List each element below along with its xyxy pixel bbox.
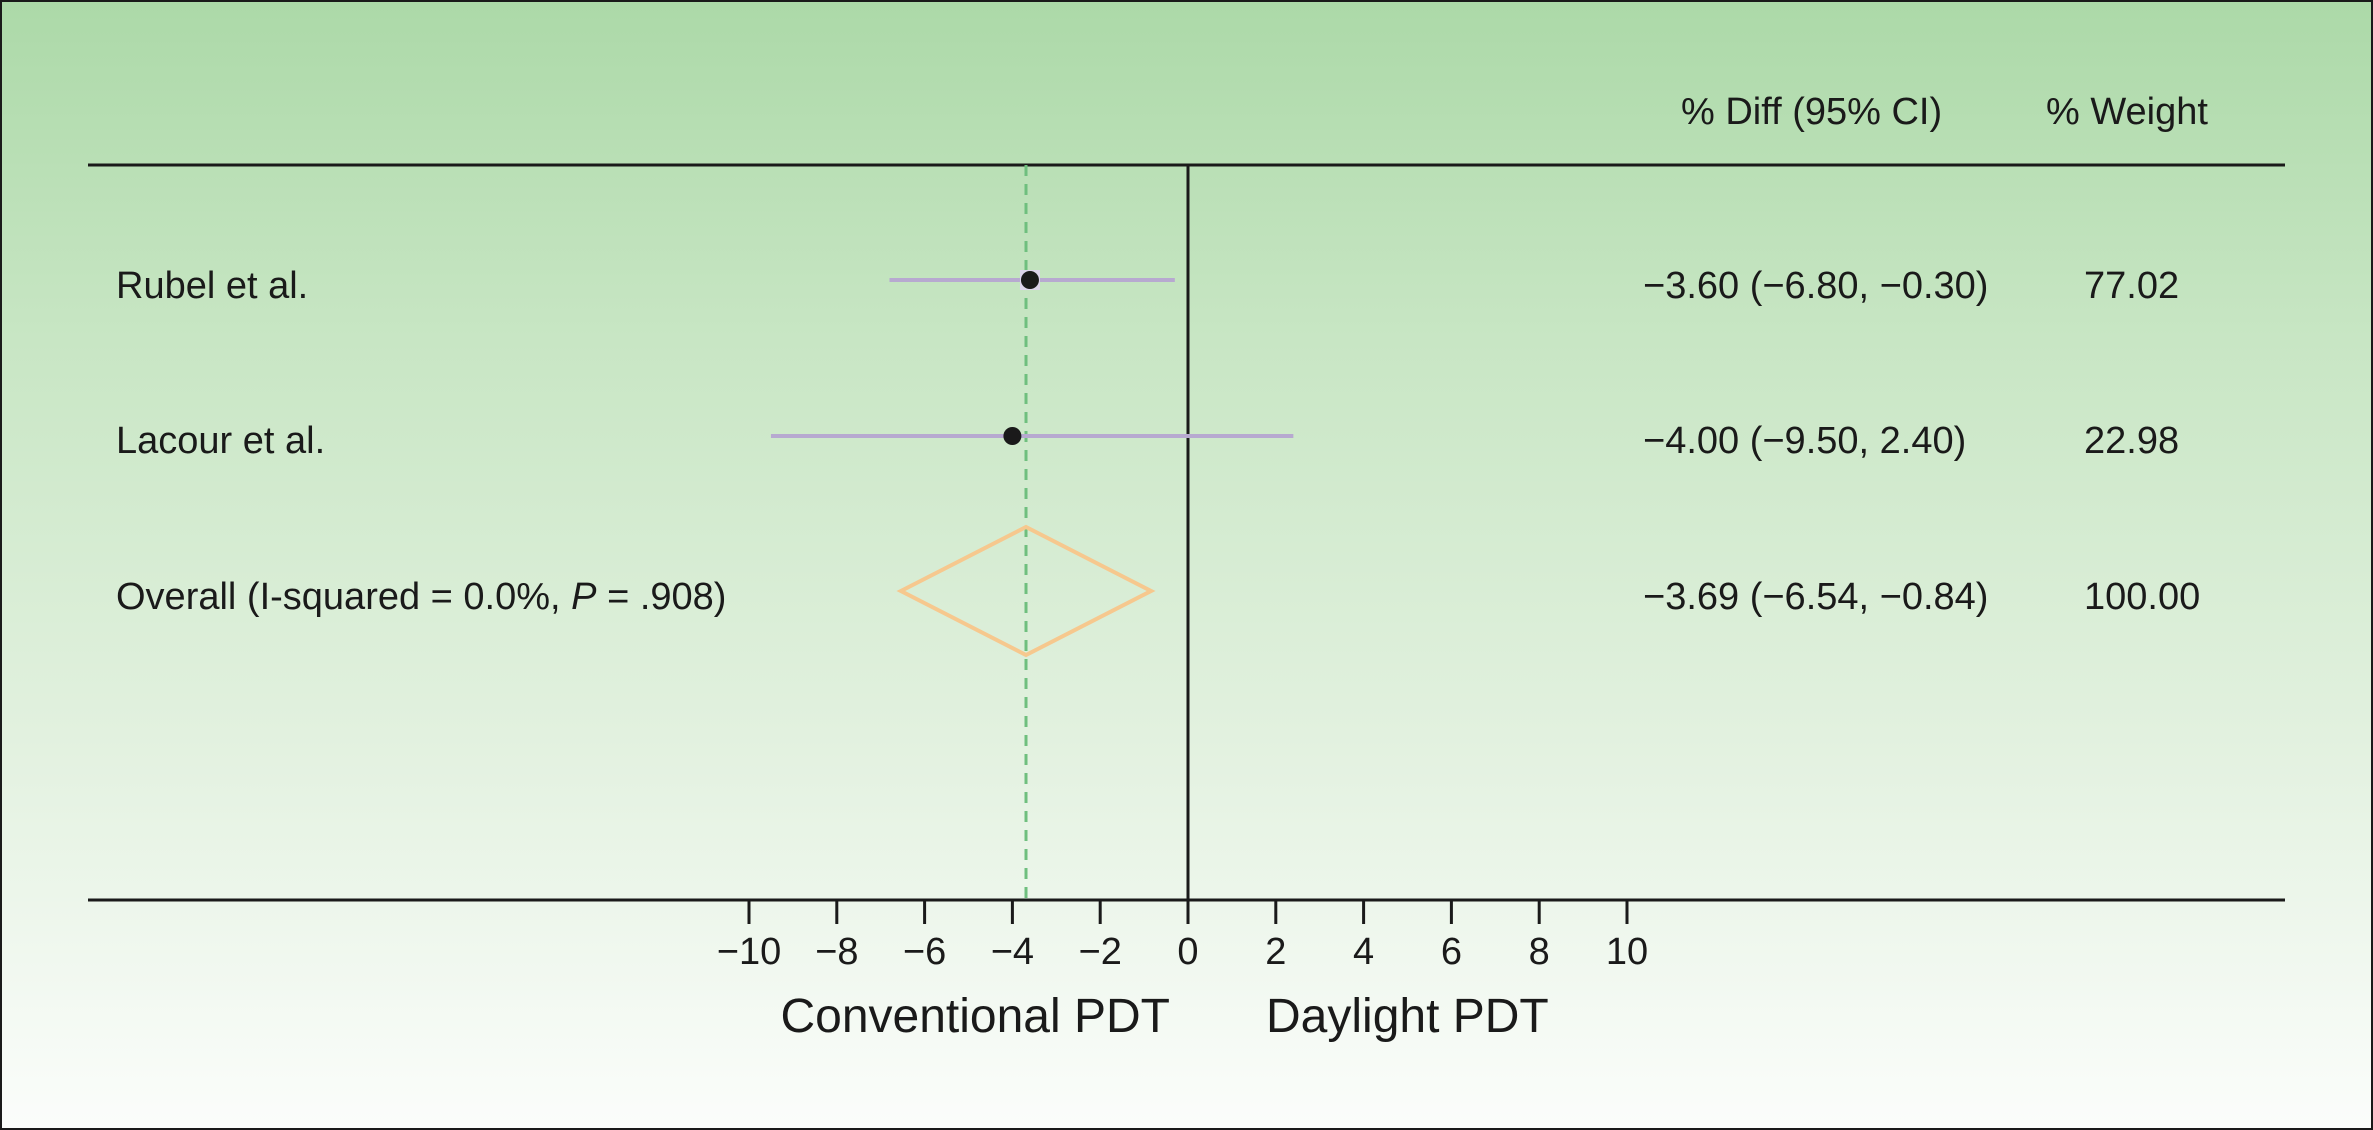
- x-tick-label: −4: [991, 931, 1034, 973]
- x-axis-ticks: −10 −8 −6 −4 −2 0 2 4 6 8 10: [717, 900, 1648, 973]
- x-axis-right-label: Daylight PDT: [1266, 990, 1549, 1043]
- overall-label: Overall (I-squared = 0.0%, P = .908): [116, 576, 726, 618]
- x-tick-label: 4: [1353, 931, 1374, 973]
- x-tick-label: 6: [1441, 931, 1462, 973]
- overall-weight-value: 100.00: [2084, 576, 2200, 618]
- point-estimate-marker: [1020, 271, 1039, 289]
- overall-diamond: [896, 524, 1156, 658]
- x-tick-label: 0: [1177, 931, 1198, 973]
- weight-column-header: % Weight: [2046, 91, 2208, 133]
- study-row-rubel: Rubel et al. −3.60 (−6.80, −0.30) 77.02: [116, 265, 2179, 307]
- weight-value: 77.02: [2084, 265, 2179, 307]
- x-tick-label: 10: [1606, 931, 1648, 973]
- x-tick-label: −6: [903, 931, 946, 973]
- overall-diff-ci-value: −3.69 (−6.54, −0.84): [1643, 576, 1988, 618]
- diff-ci-value: −4.00 (−9.50, 2.40): [1643, 420, 1966, 462]
- study-row-lacour: Lacour et al. −4.00 (−9.50, 2.40) 22.98: [116, 420, 2179, 462]
- diff-ci-value: −3.60 (−6.80, −0.30): [1643, 265, 1988, 307]
- x-tick-label: 2: [1265, 931, 1286, 973]
- diff-column-header: % Diff (95% CI): [1681, 91, 1942, 133]
- x-tick-label: −2: [1079, 931, 1122, 973]
- x-tick-label: −8: [815, 931, 858, 973]
- x-tick-label: −10: [717, 931, 781, 973]
- study-label: Rubel et al.: [116, 265, 308, 307]
- study-label: Lacour et al.: [116, 420, 325, 462]
- overall-row: Overall (I-squared = 0.0%, P = .908) −3.…: [116, 524, 2200, 658]
- point-estimate-marker: [1003, 427, 1022, 445]
- x-tick-label: 8: [1529, 931, 1550, 973]
- weight-value: 22.98: [2084, 420, 2179, 462]
- x-axis-left-label: Conventional PDT: [780, 990, 1170, 1043]
